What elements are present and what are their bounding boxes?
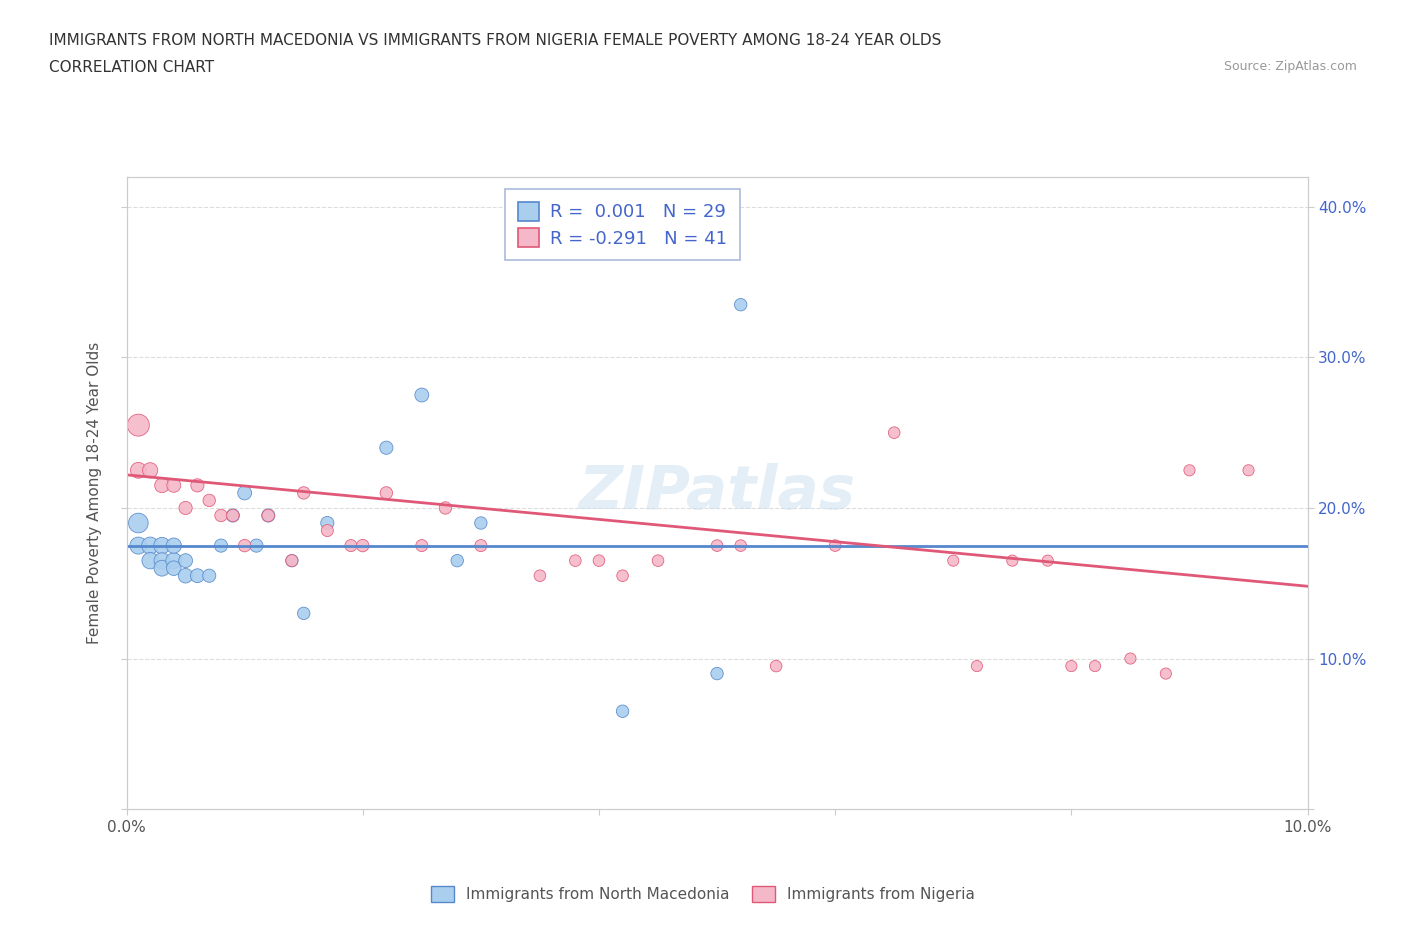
Point (470, 515, 492, 530)
Legend: Immigrants from North Macedonia, Immigrants from Nigeria: Immigrants from North Macedonia, Immigra… (425, 880, 981, 909)
Point (186, 568, 208, 583)
Point (375, 440, 398, 455)
Point (612, 704, 634, 719)
Point (163, 553, 186, 568)
Point (730, 538, 752, 553)
Y-axis label: Female Poverty Among 18-24 Year Olds: Female Poverty Among 18-24 Year Olds (87, 341, 103, 644)
Point (411, 538, 433, 553)
Point (1060, 658, 1083, 673)
Point (647, 553, 669, 568)
Point (127, 418, 149, 432)
Point (150, 561, 173, 576)
Point (1154, 666, 1177, 681)
Point (257, 508, 280, 523)
Point (564, 553, 586, 568)
Point (434, 500, 457, 515)
Text: IMMIGRANTS FROM NORTH MACEDONIA VS IMMIGRANTS FROM NIGERIA FEMALE POVERTY AMONG : IMMIGRANTS FROM NORTH MACEDONIA VS IMMIG… (49, 33, 942, 47)
Point (245, 538, 267, 553)
Point (127, 515, 149, 530)
Point (1178, 463, 1201, 478)
Point (198, 568, 221, 583)
Point (150, 538, 173, 553)
Point (588, 553, 610, 568)
Text: ZIPatlas: ZIPatlas (578, 463, 856, 523)
Point (222, 508, 245, 523)
Point (139, 538, 162, 553)
Point (233, 485, 256, 500)
Point (163, 538, 186, 553)
Point (198, 493, 221, 508)
Point (1084, 658, 1107, 673)
Point (411, 388, 433, 403)
Point (292, 606, 315, 621)
Point (1036, 553, 1059, 568)
Point (150, 553, 173, 568)
Point (127, 463, 149, 478)
Point (174, 500, 197, 515)
Point (150, 478, 173, 493)
Point (824, 538, 846, 553)
Point (281, 553, 304, 568)
Point (281, 553, 304, 568)
Point (139, 463, 162, 478)
Point (209, 508, 232, 523)
Point (446, 553, 468, 568)
Point (163, 478, 186, 493)
Point (340, 538, 363, 553)
Point (257, 508, 280, 523)
Point (316, 523, 339, 538)
Point (139, 553, 162, 568)
Point (1001, 553, 1024, 568)
Point (163, 561, 186, 576)
Text: CORRELATION CHART: CORRELATION CHART (49, 60, 214, 75)
Point (730, 298, 752, 312)
Legend: R =  0.001   N = 29, R = -0.291   N = 41: R = 0.001 N = 29, R = -0.291 N = 41 (505, 189, 740, 260)
Point (1237, 463, 1260, 478)
Point (127, 538, 149, 553)
Text: Source: ZipAtlas.com: Source: ZipAtlas.com (1223, 60, 1357, 73)
Point (966, 658, 988, 673)
Point (174, 568, 197, 583)
Point (174, 553, 197, 568)
Point (765, 658, 787, 673)
Point (375, 485, 398, 500)
Point (529, 568, 551, 583)
Point (612, 568, 634, 583)
Point (1119, 651, 1142, 666)
Point (316, 515, 339, 530)
Point (883, 425, 905, 440)
Point (942, 553, 965, 568)
Point (233, 538, 256, 553)
Point (209, 538, 232, 553)
Point (706, 538, 728, 553)
Point (352, 538, 374, 553)
Point (222, 508, 245, 523)
Point (706, 666, 728, 681)
Point (470, 538, 492, 553)
Point (186, 478, 208, 493)
Point (292, 485, 315, 500)
